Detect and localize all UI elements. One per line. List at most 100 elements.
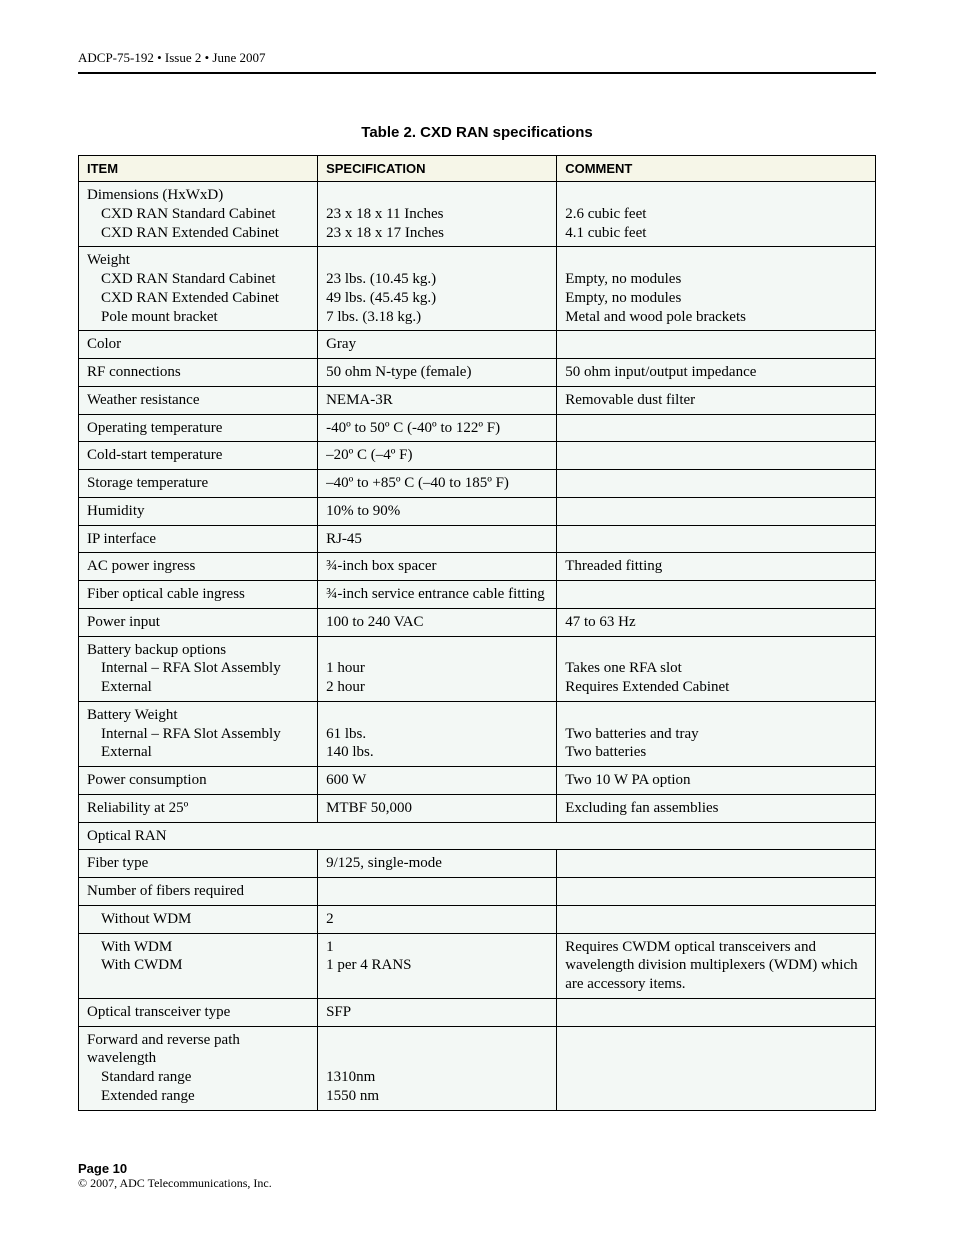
cell-spec: 600 W: [318, 767, 557, 795]
cell-item: Color: [79, 331, 318, 359]
cell-spec: 23 lbs. (10.45 kg.)49 lbs. (45.45 kg.)7 …: [318, 247, 557, 331]
table-row: AC power ingress¾-inch box spacerThreade…: [79, 553, 876, 581]
cell-spec: ¾-inch box spacer: [318, 553, 557, 581]
table-row: Optical RAN: [79, 822, 876, 850]
cell-comment: [557, 998, 876, 1026]
cell-spec: 100 to 240 VAC: [318, 608, 557, 636]
page-number: Page 10: [78, 1161, 876, 1176]
cell-item: Forward and reverse path wavelengthStand…: [79, 1026, 318, 1110]
cell-comment: Threaded fitting: [557, 553, 876, 581]
cell-item: Reliability at 25º: [79, 794, 318, 822]
cell-item: Battery backup optionsInternal – RFA Slo…: [79, 636, 318, 701]
table-title: Table 2. CXD RAN specifications: [78, 124, 876, 141]
cell-comment: Two 10 W PA option: [557, 767, 876, 795]
table-row: IP interfaceRJ-45: [79, 525, 876, 553]
cell-spec: –40º to +85º C (–40 to 185º F): [318, 470, 557, 498]
table-row: Battery backup optionsInternal – RFA Slo…: [79, 636, 876, 701]
table-row: Fiber optical cable ingress¾-inch servic…: [79, 581, 876, 609]
cell-comment: [557, 414, 876, 442]
cell-item: Power consumption: [79, 767, 318, 795]
cell-spec: 2: [318, 905, 557, 933]
cell-item: AC power ingress: [79, 553, 318, 581]
cell-item: With WDMWith CWDM: [79, 933, 318, 998]
cell-item: Humidity: [79, 497, 318, 525]
copyright: © 2007, ADC Telecommunications, Inc.: [78, 1176, 876, 1191]
cell-comment: Takes one RFA slotRequires Extended Cabi…: [557, 636, 876, 701]
cell-item: Operating temperature: [79, 414, 318, 442]
cell-comment: [557, 497, 876, 525]
cell-spec: Gray: [318, 331, 557, 359]
cell-item: RF connections: [79, 359, 318, 387]
table-row: Power consumption600 WTwo 10 W PA option: [79, 767, 876, 795]
table-row: Operating temperature-40º to 50º C (-40º…: [79, 414, 876, 442]
cell-item: Without WDM: [79, 905, 318, 933]
cell-comment: 50 ohm input/output impedance: [557, 359, 876, 387]
cell-comment: Two batteries and trayTwo batteries: [557, 701, 876, 766]
cell-item: Dimensions (HxWxD)CXD RAN Standard Cabin…: [79, 182, 318, 247]
cell-spec: MTBF 50,000: [318, 794, 557, 822]
cell-item: Fiber type: [79, 850, 318, 878]
table-header-row: ITEM SPECIFICATION COMMENT: [79, 156, 876, 182]
table-row: Weather resistanceNEMA-3RRemovable dust …: [79, 386, 876, 414]
cell-comment: [557, 1026, 876, 1110]
table-row: WeightCXD RAN Standard CabinetCXD RAN Ex…: [79, 247, 876, 331]
cell-spec: -40º to 50º C (-40º to 122º F): [318, 414, 557, 442]
table-row: Power input100 to 240 VAC47 to 63 Hz: [79, 608, 876, 636]
cell-item: Fiber optical cable ingress: [79, 581, 318, 609]
cell-spec: 1310nm1550 nm: [318, 1026, 557, 1110]
cell-comment: [557, 442, 876, 470]
cell-item: Number of fibers required: [79, 878, 318, 906]
table-row: Humidity10% to 90%: [79, 497, 876, 525]
cell-comment: [557, 331, 876, 359]
spec-table: ITEM SPECIFICATION COMMENT Dimensions (H…: [78, 155, 876, 1111]
cell-item: Battery WeightInternal – RFA Slot Assemb…: [79, 701, 318, 766]
table-row: With WDMWith CWDM11 per 4 RANSRequires C…: [79, 933, 876, 998]
page: ADCP-75-192 • Issue 2 • June 2007 Table …: [0, 0, 954, 1231]
page-footer: Page 10 © 2007, ADC Telecommunications, …: [78, 1161, 876, 1191]
cell-item: Cold-start temperature: [79, 442, 318, 470]
table-row: Without WDM2: [79, 905, 876, 933]
table-row: Forward and reverse path wavelengthStand…: [79, 1026, 876, 1110]
table-row: Battery WeightInternal – RFA Slot Assemb…: [79, 701, 876, 766]
col-comment: COMMENT: [557, 156, 876, 182]
cell-item: Power input: [79, 608, 318, 636]
col-item: ITEM: [79, 156, 318, 182]
cell-comment: [557, 581, 876, 609]
cell-comment: Requires CWDM optical transceivers and w…: [557, 933, 876, 998]
cell-item: Optical transceiver type: [79, 998, 318, 1026]
table-row: Number of fibers required: [79, 878, 876, 906]
cell-item: Storage temperature: [79, 470, 318, 498]
cell-spec: NEMA-3R: [318, 386, 557, 414]
cell-comment: [557, 850, 876, 878]
cell-comment: 2.6 cubic feet4.1 cubic feet: [557, 182, 876, 247]
cell-spec: 10% to 90%: [318, 497, 557, 525]
cell-comment: [557, 525, 876, 553]
cell-item: Optical RAN: [79, 822, 876, 850]
cell-item: Weather resistance: [79, 386, 318, 414]
cell-comment: [557, 470, 876, 498]
table-body: Dimensions (HxWxD)CXD RAN Standard Cabin…: [79, 182, 876, 1111]
cell-spec: [318, 878, 557, 906]
cell-spec: 23 x 18 x 11 Inches23 x 18 x 17 Inches: [318, 182, 557, 247]
cell-comment: Removable dust filter: [557, 386, 876, 414]
table-row: ColorGray: [79, 331, 876, 359]
table-row: RF connections50 ohm N-type (female)50 o…: [79, 359, 876, 387]
cell-comment: Excluding fan assemblies: [557, 794, 876, 822]
table-row: Cold-start temperature–20º C (–4º F): [79, 442, 876, 470]
cell-comment: Empty, no modulesEmpty, no modulesMetal …: [557, 247, 876, 331]
cell-comment: 47 to 63 Hz: [557, 608, 876, 636]
cell-item: WeightCXD RAN Standard CabinetCXD RAN Ex…: [79, 247, 318, 331]
table-row: Fiber type9/125, single-mode: [79, 850, 876, 878]
cell-spec: 61 lbs.140 lbs.: [318, 701, 557, 766]
cell-spec: 11 per 4 RANS: [318, 933, 557, 998]
cell-spec: –20º C (–4º F): [318, 442, 557, 470]
cell-spec: SFP: [318, 998, 557, 1026]
cell-spec: 1 hour2 hour: [318, 636, 557, 701]
cell-item: IP interface: [79, 525, 318, 553]
table-row: Reliability at 25ºMTBF 50,000Excluding f…: [79, 794, 876, 822]
cell-spec: RJ-45: [318, 525, 557, 553]
table-row: Dimensions (HxWxD)CXD RAN Standard Cabin…: [79, 182, 876, 247]
table-row: Storage temperature–40º to +85º C (–40 t…: [79, 470, 876, 498]
cell-comment: [557, 878, 876, 906]
cell-spec: ¾-inch service entrance cable fitting: [318, 581, 557, 609]
